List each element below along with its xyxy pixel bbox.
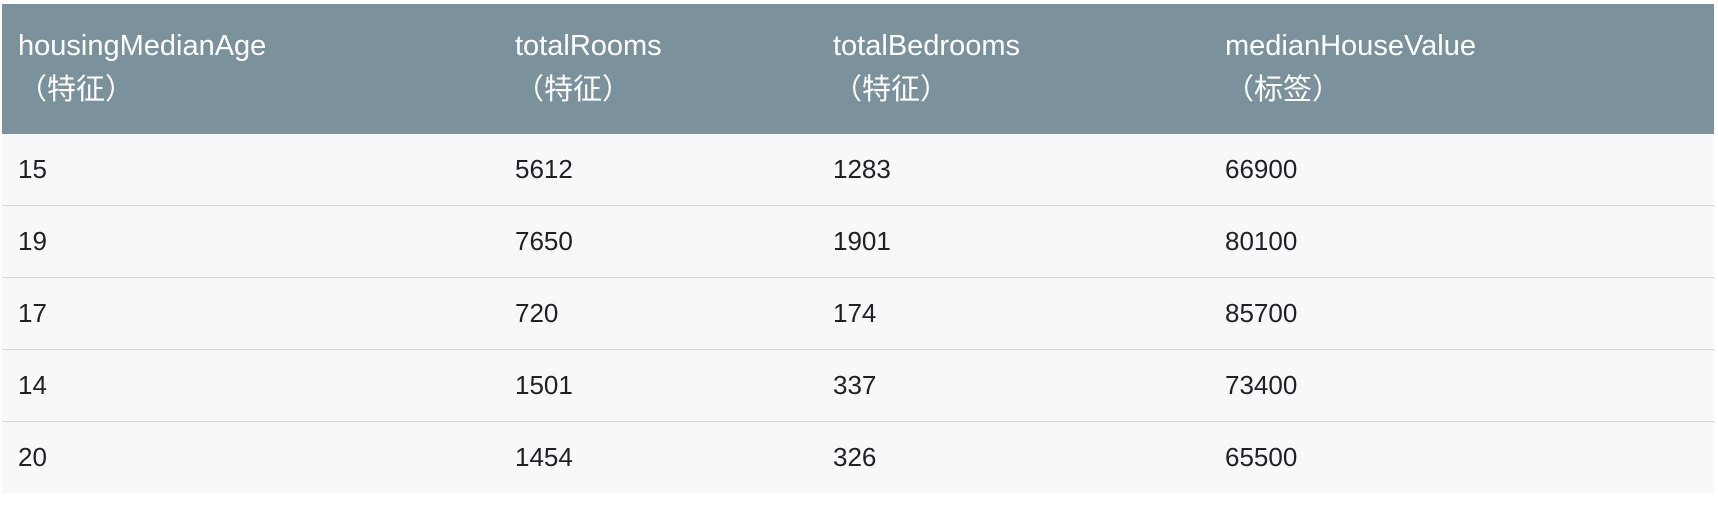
data-table: housingMedianAge （特征） totalRooms （特征） to…: [2, 4, 1714, 493]
table-cell: 7650: [499, 205, 817, 278]
data-table-container: housingMedianAge （特征） totalRooms （特征） to…: [2, 4, 1714, 493]
table-row: 20 1454 326 65500: [2, 421, 1714, 493]
table-cell: 17: [2, 277, 499, 350]
table-cell: 20: [2, 421, 499, 493]
table-cell: 66900: [1209, 134, 1714, 206]
column-name: totalBedrooms: [833, 30, 1020, 62]
column-tag: （特征）: [18, 74, 135, 106]
column-tag: （特征）: [515, 74, 632, 106]
table-cell: 1454: [499, 421, 817, 493]
table-cell: 337: [817, 349, 1209, 422]
column-header-total-bedrooms: totalBedrooms （特征）: [817, 4, 1209, 134]
column-header-housing-median-age: housingMedianAge （特征）: [2, 4, 499, 134]
column-name: totalRooms: [515, 30, 662, 62]
table-row: 15 5612 1283 66900: [2, 134, 1714, 206]
table-cell: 14: [2, 349, 499, 422]
table-cell: 326: [817, 421, 1209, 493]
table-cell: 5612: [499, 134, 817, 206]
column-tag: （特征）: [833, 74, 950, 106]
table-row: 14 1501 337 73400: [2, 349, 1714, 422]
table-row: 17 720 174 85700: [2, 277, 1714, 350]
table-header: housingMedianAge （特征） totalRooms （特征） to…: [2, 4, 1714, 134]
table-cell: 80100: [1209, 205, 1714, 278]
column-header-total-rooms: totalRooms （特征）: [499, 4, 817, 134]
table-body: 15 5612 1283 66900 19 7650 1901 80100 17…: [2, 134, 1714, 493]
column-header-median-house-value: medianHouseValue （标签）: [1209, 4, 1714, 134]
table-cell: 174: [817, 277, 1209, 350]
table-cell: 1501: [499, 349, 817, 422]
header-row: housingMedianAge （特征） totalRooms （特征） to…: [2, 4, 1714, 134]
table-cell: 19: [2, 205, 499, 278]
table-cell: 15: [2, 134, 499, 206]
table-cell: 1901: [817, 205, 1209, 278]
table-row: 19 7650 1901 80100: [2, 205, 1714, 278]
column-name: medianHouseValue: [1225, 30, 1476, 62]
table-cell: 65500: [1209, 421, 1714, 493]
table-cell: 1283: [817, 134, 1209, 206]
table-cell: 720: [499, 277, 817, 350]
column-tag: （标签）: [1225, 74, 1342, 106]
column-name: housingMedianAge: [18, 30, 267, 62]
table-cell: 85700: [1209, 277, 1714, 350]
table-cell: 73400: [1209, 349, 1714, 422]
